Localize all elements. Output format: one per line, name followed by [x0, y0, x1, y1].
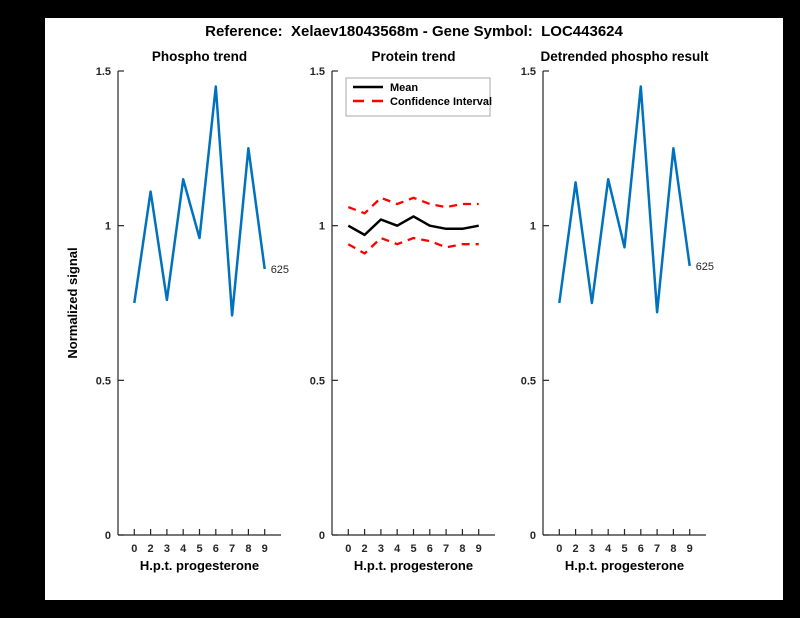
x-axis-label: H.p.t. progesterone — [140, 558, 259, 573]
y-tick-label: 0 — [319, 530, 325, 542]
x-axis-label: H.p.t. progesterone — [354, 558, 473, 573]
x-tick-label: 2 — [148, 543, 154, 555]
y-tick-label: 0 — [530, 530, 536, 542]
x-tick-label: 2 — [362, 543, 368, 555]
x-tick-label: 5 — [196, 543, 202, 555]
x-tick-label: 8 — [670, 543, 676, 555]
series-detrended-phospho-signal — [558, 85, 691, 314]
x-tick-label: 9 — [687, 543, 693, 555]
figure-title: Reference: Xelaev18043568m - Gene Symbol… — [205, 23, 623, 40]
x-tick-label: 4 — [394, 543, 401, 555]
x-tick-label: 5 — [410, 543, 416, 555]
x-tick-label: 3 — [164, 543, 170, 555]
legend: Mean Confidence Interval — [345, 77, 492, 117]
series-end-label: 625 — [271, 264, 289, 276]
x-tick-label: 3 — [378, 543, 384, 555]
x-tick-label: 9 — [262, 543, 268, 555]
chart-title: Protein trend — [371, 49, 455, 64]
x-tick-label: 2 — [573, 543, 579, 555]
y-axis-label: Normalized signal — [65, 247, 80, 358]
x-axis-label: H.p.t. progesterone — [565, 558, 684, 573]
x-tick-label: 7 — [654, 543, 660, 555]
x-tick-label: 0 — [345, 543, 351, 555]
x-tick-label: 6 — [427, 543, 433, 555]
x-tick-label: 5 — [621, 543, 627, 555]
series-mean — [347, 215, 479, 237]
x-tick-label: 9 — [476, 543, 482, 555]
y-tick-label: 1.5 — [96, 66, 111, 78]
chart-title: Detrended phospho result — [540, 49, 709, 64]
x-tick-label: 6 — [638, 543, 644, 555]
y-tick-label: 1.5 — [310, 66, 325, 78]
series-end-label: 625 — [696, 261, 714, 273]
series-ci-upper — [347, 196, 479, 215]
x-tick-label: 0 — [556, 543, 562, 555]
y-tick-label: 1.5 — [521, 66, 536, 78]
y-tick-label: 1 — [319, 221, 325, 233]
chart-title: Phospho trend — [152, 49, 247, 64]
y-tick-label: 0.5 — [310, 375, 325, 387]
y-tick-label: 1 — [530, 221, 536, 233]
x-tick-label: 4 — [605, 543, 612, 555]
x-tick-label: 6 — [213, 543, 219, 555]
y-tick-label: 0 — [105, 530, 111, 542]
x-tick-label: 7 — [443, 543, 449, 555]
x-tick-label: 4 — [180, 543, 187, 555]
y-tick-label: 1 — [105, 221, 111, 233]
legend-label-confidence-interval: Confidence Interval — [390, 96, 492, 108]
x-tick-label: 0 — [131, 543, 137, 555]
y-tick-label: 0.5 — [96, 375, 111, 387]
series-phospho-signal — [133, 85, 266, 317]
x-tick-label: 7 — [229, 543, 235, 555]
x-tick-label: 8 — [245, 543, 251, 555]
series-ci-lower — [347, 236, 479, 255]
figure-canvas: Reference: Xelaev18043568m - Gene Symbol… — [45, 18, 783, 600]
y-tick-label: 0.5 — [521, 375, 536, 387]
x-tick-label: 8 — [459, 543, 465, 555]
legend-label-mean: Mean — [390, 82, 418, 94]
x-tick-label: 3 — [589, 543, 595, 555]
legend-box — [345, 77, 491, 117]
